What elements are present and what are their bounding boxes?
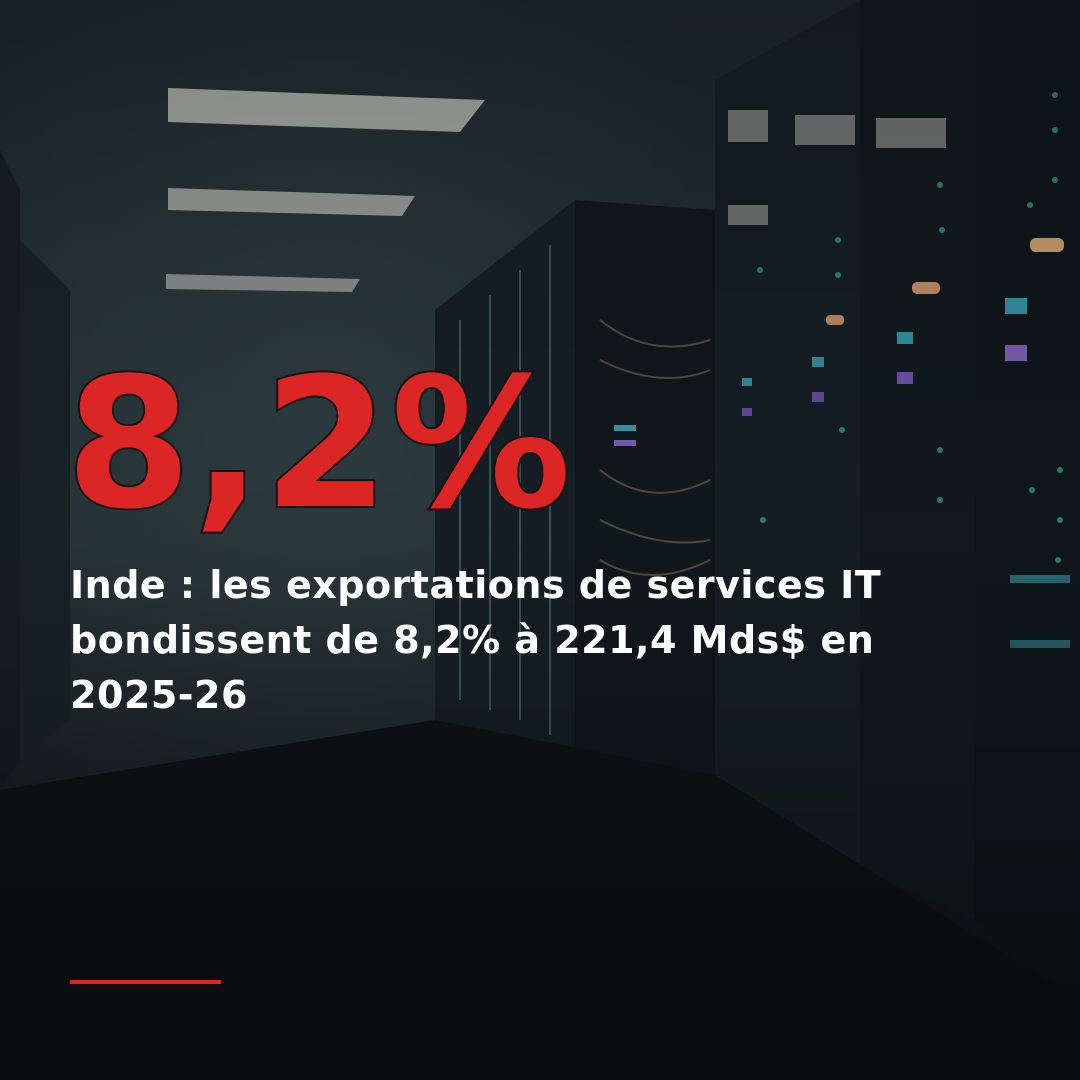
accent-rule [70, 980, 221, 984]
headline: Inde : les exportations de services IT b… [70, 563, 882, 717]
headline-stat: 8,2% [64, 340, 574, 549]
